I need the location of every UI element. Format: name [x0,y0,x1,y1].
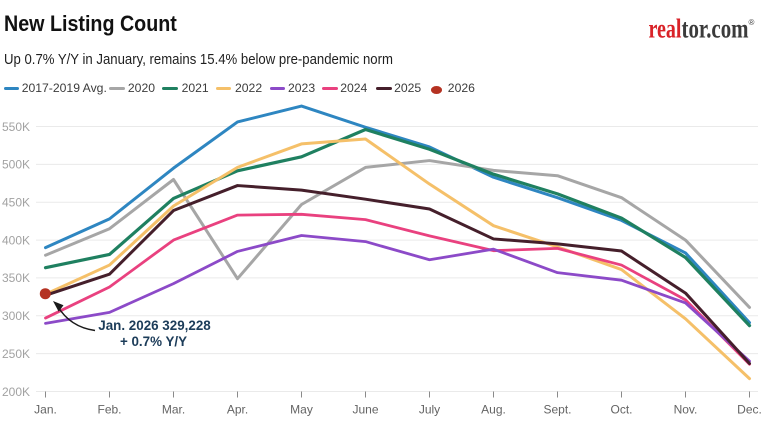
svg-text:Mar.: Mar. [162,403,185,417]
svg-text:June: June [352,403,378,417]
svg-text:tor.com: tor.com [682,14,749,44]
svg-text:July: July [419,403,440,417]
svg-text:Jan.: Jan. [34,403,57,417]
svg-text:Oct.: Oct. [610,403,632,417]
svg-text:450K: 450K [2,196,30,210]
svg-text:real: real [649,14,682,44]
svg-text:Sept.: Sept. [543,403,571,417]
svg-text:550K: 550K [2,120,30,134]
svg-text:Dec.: Dec. [737,403,762,417]
svg-text:Apr.: Apr. [227,403,248,417]
svg-text:Jan. 2026 329,228: Jan. 2026 329,228 [98,318,211,333]
svg-text:200K: 200K [2,385,30,399]
svg-text:+ 0.7% Y/Y: + 0.7% Y/Y [120,334,187,349]
svg-text:Aug.: Aug. [481,403,506,417]
svg-text:500K: 500K [2,158,30,172]
svg-text:Feb.: Feb. [97,403,121,417]
svg-text:400K: 400K [2,233,30,247]
svg-text:May: May [290,403,313,417]
svg-text:®: ® [749,18,755,27]
svg-text:250K: 250K [2,347,30,361]
svg-text:300K: 300K [2,309,30,323]
svg-text:350K: 350K [2,271,30,285]
svg-text:Nov.: Nov. [674,403,698,417]
